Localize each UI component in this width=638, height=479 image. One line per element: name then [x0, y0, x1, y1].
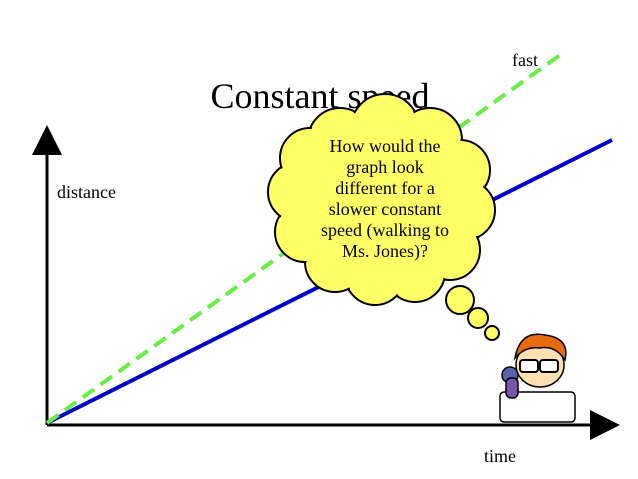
cloud-puff	[484, 325, 500, 341]
bubble-line: graph look	[346, 157, 423, 177]
bubble-line: slower constant	[329, 199, 441, 219]
bubble-line: How would the	[330, 136, 441, 156]
cartoon	[499, 333, 576, 423]
cloud-puff	[467, 307, 489, 329]
bubble-line: Ms. Jones)?	[342, 241, 428, 262]
x-axis-label: time	[484, 446, 516, 466]
bubble-line: speed (walking to	[321, 220, 449, 241]
cloud-fill	[341, 136, 479, 274]
bubble-line: different for a	[335, 178, 435, 198]
thought-bubble	[267, 93, 500, 341]
y-axis-label: distance	[57, 182, 116, 202]
line-label: fast	[512, 50, 538, 70]
cloud-puff	[445, 285, 475, 315]
